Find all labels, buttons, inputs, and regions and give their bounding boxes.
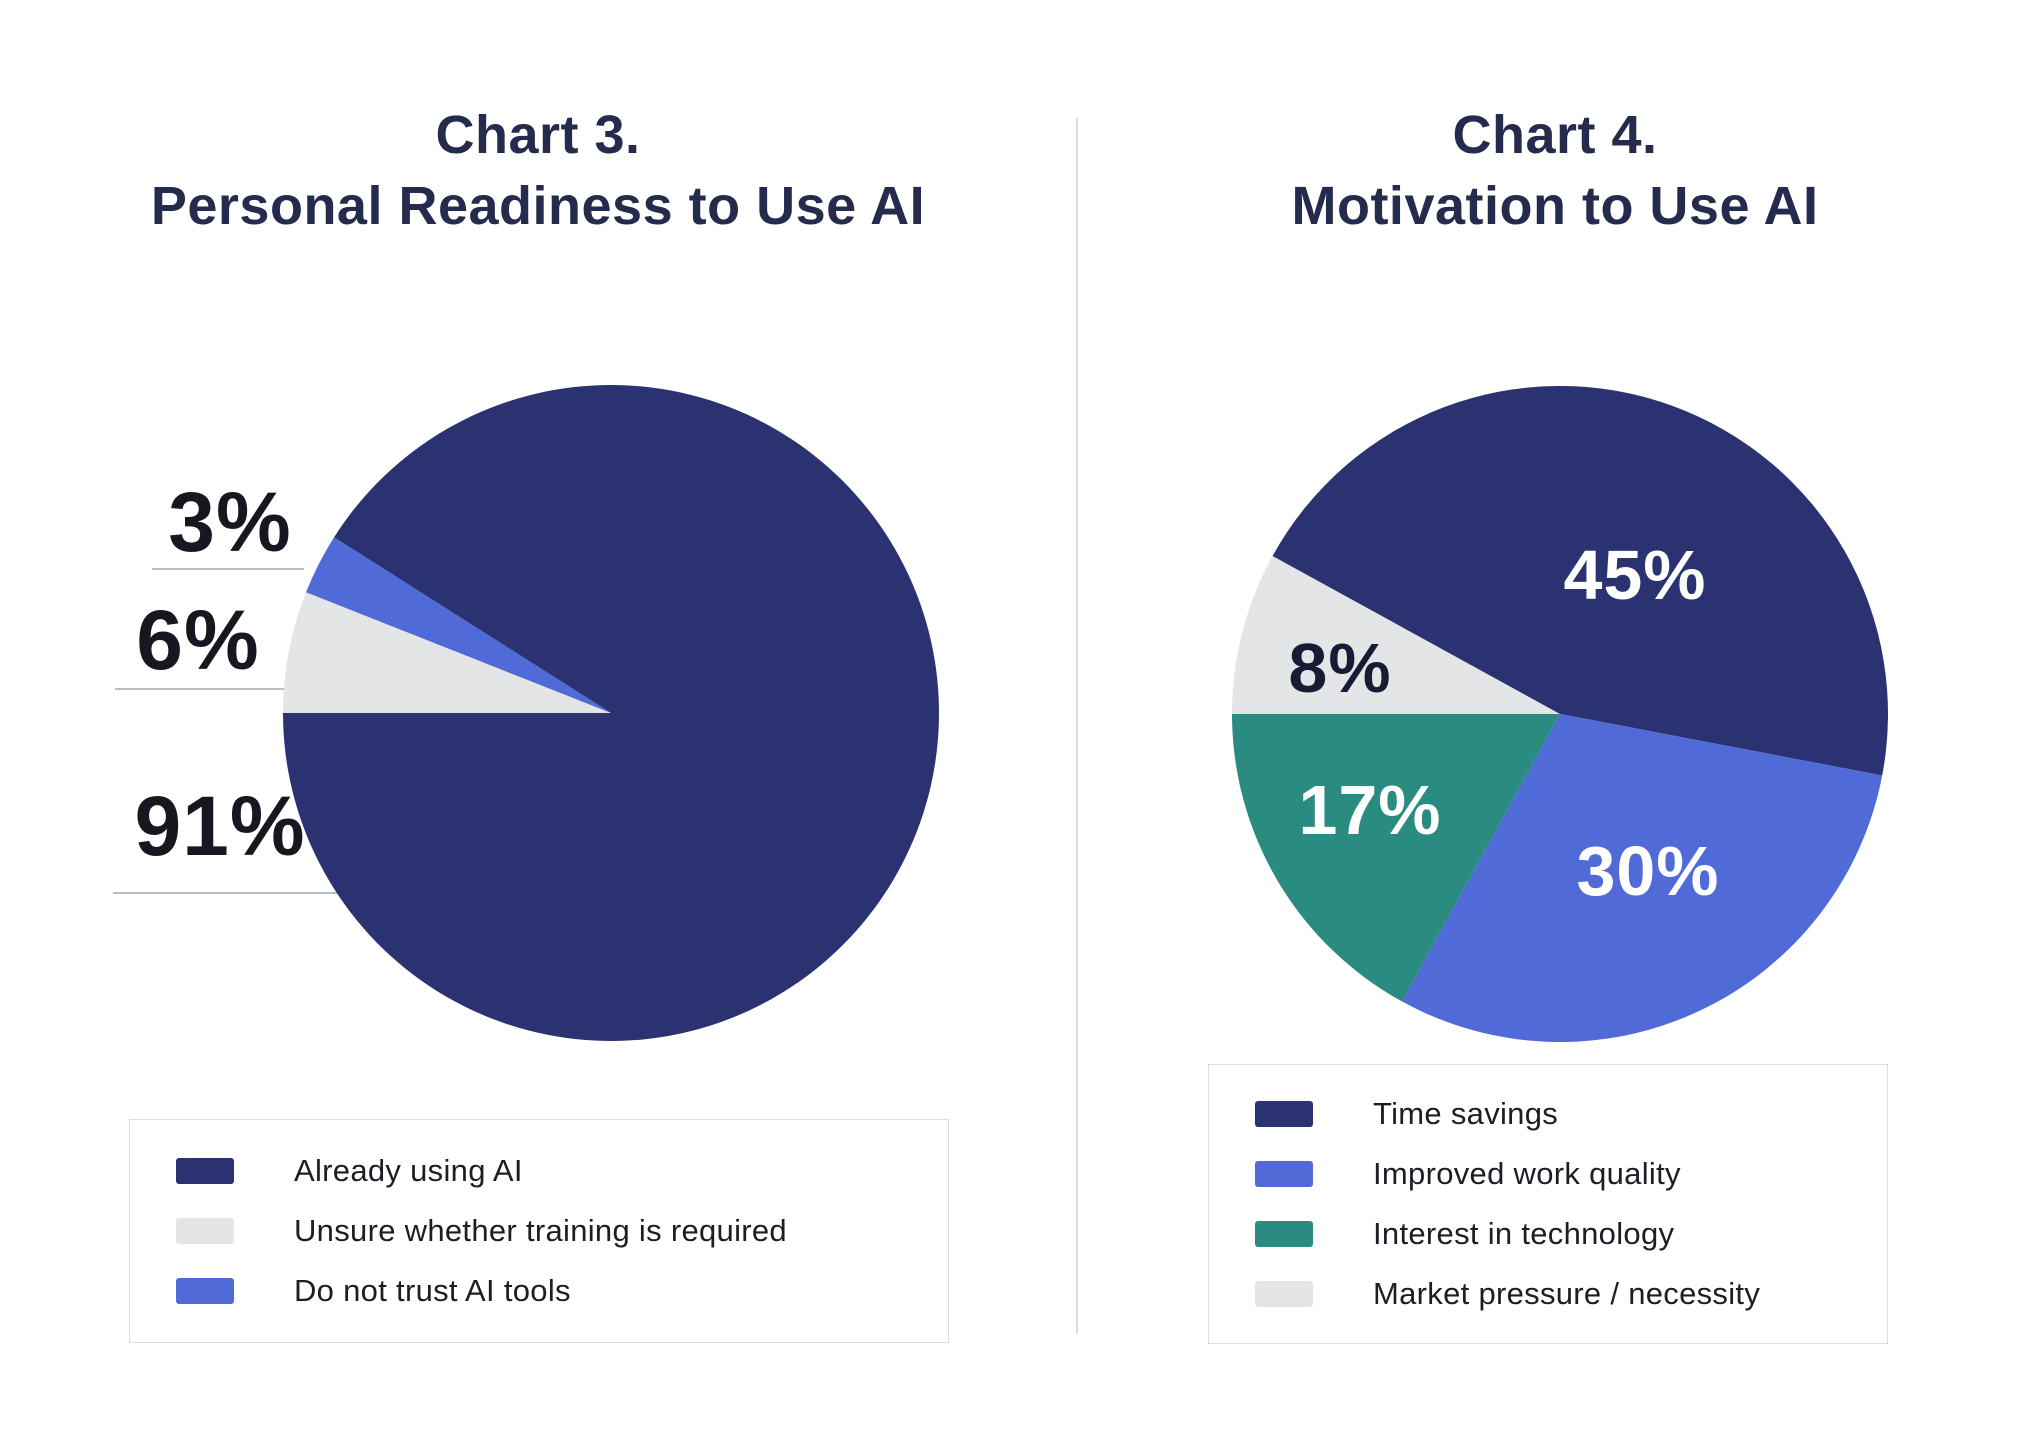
vertical-divider: [1076, 118, 1078, 1334]
pie-slice-already-using-ai: [283, 385, 939, 1041]
value-label-8-percent: 8%: [1288, 629, 1392, 707]
chart3-title-line1: Chart 3.: [435, 105, 641, 165]
chart4-section: Chart 4. Motivation to Use AI 45% 8% 17%…: [1078, 0, 2032, 1441]
callout-91-leader-line: [113, 892, 381, 894]
pie-slice-interest-in-technology: [1232, 714, 1560, 1002]
swatch-do-not-trust: [176, 1278, 234, 1304]
pie-slice-unsure-whether-training-is-required: [283, 592, 611, 713]
legend-row-time-savings: Time savings: [1255, 1096, 1887, 1132]
chart3-legend: Already using AI Unsure whether training…: [129, 1119, 949, 1343]
legend-label-do-not-trust: Do not trust AI tools: [294, 1273, 571, 1308]
chart3-title-line2: Personal Readiness to Use AI: [150, 176, 926, 237]
swatch-market-pressure: [1255, 1281, 1313, 1307]
legend-label-interest-in-technology: Interest in technology: [1373, 1216, 1675, 1251]
swatch-improved-work-quality: [1255, 1161, 1313, 1187]
swatch-already-using-ai: [176, 1158, 234, 1184]
swatch-unsure-training: [176, 1218, 234, 1244]
callout-6-percent: 6%: [136, 593, 260, 687]
legend-label-time-savings: Time savings: [1373, 1096, 1559, 1131]
legend-label-already-using-ai: Already using AI: [294, 1153, 523, 1188]
chart3-title: Chart 3. Personal Readiness to Use AI: [0, 100, 1076, 243]
value-label-45-percent: 45%: [1563, 536, 1707, 614]
chart3-pie: [283, 385, 939, 1041]
legend-row-interest-in-technology: Interest in technology: [1255, 1216, 1887, 1252]
legend-row-do-not-trust: Do not trust AI tools: [176, 1273, 948, 1309]
pie-slice-improved-work-quality: [1401, 714, 1883, 1042]
callout-6-leader-line: [115, 688, 301, 690]
legend-row-unsure-training: Unsure whether training is required: [176, 1213, 948, 1249]
callout-3-leader-line: [152, 568, 304, 570]
chart3-section: Chart 3. Personal Readiness to Use AI 3%…: [0, 100, 1076, 1343]
chart4-pie-wrap: [1232, 386, 1888, 1042]
pie-slice-time-savings: [1272, 386, 1888, 776]
chart4-pie: [1232, 386, 1888, 1042]
chart4-title-line2: Motivation to Use AI: [1291, 176, 1819, 237]
pie-slice-market-pressure-necessity: [1232, 555, 1560, 714]
swatch-interest-in-technology: [1255, 1221, 1313, 1247]
value-label-17-percent: 17%: [1298, 771, 1442, 849]
chart3-pie-wrap: [283, 385, 939, 1041]
legend-label-improved-work-quality: Improved work quality: [1373, 1156, 1681, 1191]
swatch-time-savings: [1255, 1101, 1313, 1127]
callout-91-percent: 91%: [134, 779, 306, 873]
chart4-title: Chart 4. Motivation to Use AI: [1078, 100, 2032, 243]
legend-row-already-using-ai: Already using AI: [176, 1153, 948, 1189]
pie-slice-do-not-trust-ai-tools: [306, 537, 611, 713]
chart4-legend: Time savings Improved work quality Inter…: [1208, 1064, 1888, 1344]
callout-3-percent: 3%: [168, 475, 292, 569]
chart4-title-line1: Chart 4.: [1452, 105, 1658, 165]
legend-label-market-pressure: Market pressure / necessity: [1373, 1276, 1761, 1311]
legend-row-market-pressure: Market pressure / necessity: [1255, 1276, 1887, 1312]
value-label-30-percent: 30%: [1576, 832, 1720, 910]
legend-row-improved-work-quality: Improved work quality: [1255, 1156, 1887, 1192]
legend-label-unsure-training: Unsure whether training is required: [294, 1213, 787, 1248]
